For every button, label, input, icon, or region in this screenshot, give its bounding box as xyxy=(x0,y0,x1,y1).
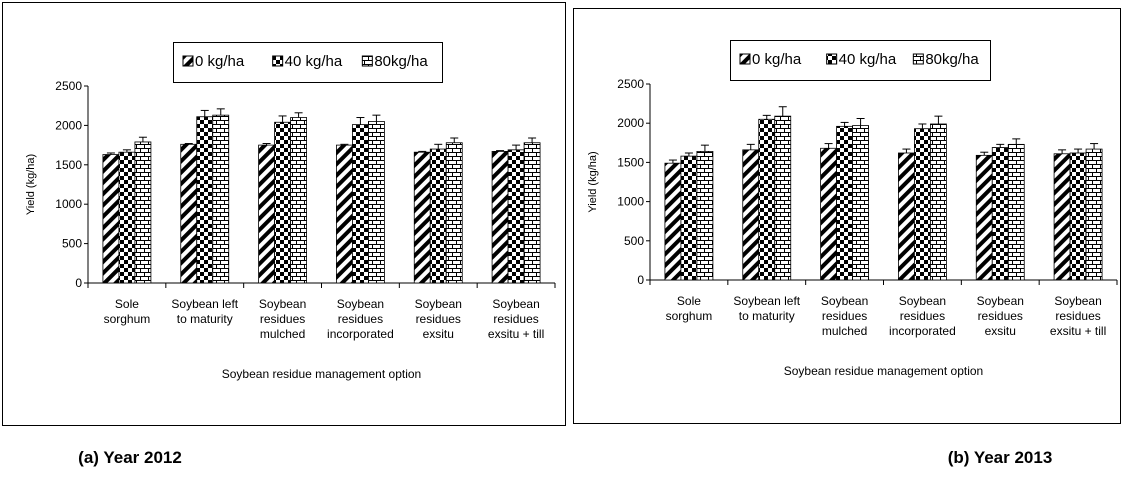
bar xyxy=(196,116,214,284)
legend-box xyxy=(730,40,991,81)
legend-swatch xyxy=(272,55,284,67)
bar xyxy=(445,142,463,284)
bar xyxy=(914,128,931,281)
bar xyxy=(664,162,682,281)
bar xyxy=(352,124,369,284)
y-tick-label: 500 xyxy=(62,237,82,251)
chart-caption: (b) Year 2013 xyxy=(948,448,1053,467)
bar xyxy=(696,151,714,281)
bar xyxy=(1053,153,1071,281)
y-tick-label: 2000 xyxy=(55,118,82,132)
x-tick-label: Soybean residues mulched xyxy=(821,294,868,338)
chart-caption: (a) Year 2012 xyxy=(78,448,182,467)
x-tick-label: Soybean left to maturity xyxy=(733,294,800,323)
bar xyxy=(258,144,275,284)
y-tick-label: 2000 xyxy=(617,116,644,130)
bar xyxy=(102,154,120,284)
bar xyxy=(413,151,431,284)
y-axis-label: Yield (kg/ha) xyxy=(587,151,599,212)
bar xyxy=(1007,143,1025,281)
y-tick-label: 2500 xyxy=(617,77,644,91)
x-tick-label: Sole sorghum xyxy=(104,297,151,326)
x-axis-label: Soybean residue management option xyxy=(784,364,983,378)
bar xyxy=(852,125,869,281)
legend-swatch xyxy=(182,55,194,67)
bar xyxy=(680,155,698,281)
legend-swatch xyxy=(912,53,924,65)
legend-swatch xyxy=(361,55,373,67)
bar xyxy=(758,118,776,281)
y-tick-label: 0 xyxy=(637,273,644,287)
y-axis-label: Yield (kg/ha) xyxy=(25,154,37,215)
legend-label: 40 kg/ha xyxy=(839,51,897,68)
bar xyxy=(336,144,353,284)
bar xyxy=(290,117,307,284)
y-tick-label: 0 xyxy=(75,276,82,290)
bar xyxy=(820,147,837,281)
bar xyxy=(180,143,198,284)
x-tick-label: Soybean residues exsitu + till xyxy=(1050,294,1106,338)
bar xyxy=(134,141,152,284)
bar xyxy=(429,148,447,284)
legend-box xyxy=(173,42,443,83)
y-tick-label: 1000 xyxy=(55,197,82,211)
bar xyxy=(212,114,230,284)
x-tick-label: Sole sorghum xyxy=(666,294,713,323)
bar xyxy=(507,149,525,284)
bar xyxy=(774,115,792,281)
y-tick-label: 500 xyxy=(624,234,644,248)
bar xyxy=(1085,148,1103,281)
x-tick-label: Soybean residues exsitu + till xyxy=(488,297,544,341)
legend-label: 40 kg/ha xyxy=(285,53,343,70)
bar xyxy=(898,152,915,281)
x-axis-label: Soybean residue management option xyxy=(222,367,421,381)
bar xyxy=(118,151,136,284)
bar xyxy=(1069,152,1087,281)
bar xyxy=(836,125,853,281)
y-tick-label: 2500 xyxy=(55,79,82,93)
y-tick-label: 1500 xyxy=(55,158,82,172)
chart-frame xyxy=(573,8,1121,424)
legend-swatch xyxy=(739,53,751,65)
legend-label: 80kg/ha xyxy=(925,51,979,68)
x-tick-label: Soybean residues incorporated xyxy=(889,294,956,338)
x-tick-label: Soybean residues exsitu xyxy=(415,297,462,341)
bar xyxy=(930,123,947,281)
legend-label: 0 kg/ha xyxy=(752,51,802,68)
bar xyxy=(368,121,385,284)
x-tick-label: Soybean residues mulched xyxy=(259,297,306,341)
bar xyxy=(742,149,760,281)
bar xyxy=(274,121,291,284)
bar xyxy=(991,147,1009,281)
bar xyxy=(975,154,993,281)
y-tick-label: 1000 xyxy=(617,195,644,209)
legend-swatch xyxy=(826,53,838,65)
x-tick-label: Soybean residues incorporated xyxy=(327,297,394,341)
legend-label: 80kg/ha xyxy=(374,53,428,70)
x-tick-label: Soybean left to maturity xyxy=(171,297,238,326)
chart-frame xyxy=(2,2,566,426)
bar xyxy=(523,142,541,284)
x-tick-label: Soybean residues exsitu xyxy=(977,294,1024,338)
bar xyxy=(491,151,509,284)
legend-label: 0 kg/ha xyxy=(195,53,245,70)
y-tick-label: 1500 xyxy=(617,155,644,169)
